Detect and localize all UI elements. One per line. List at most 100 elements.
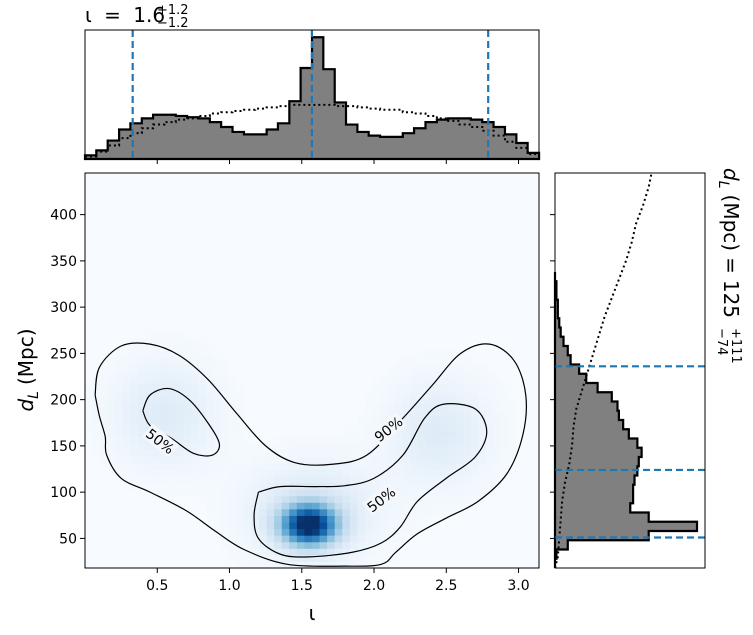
heatmap-cell	[236, 495, 245, 503]
heatmap-cell	[387, 377, 396, 385]
heatmap-cell	[448, 462, 457, 470]
heatmap-cell	[417, 502, 427, 510]
heatmap-cell	[357, 449, 366, 457]
heatmap-cell	[455, 396, 464, 405]
heatmap-cell	[183, 436, 192, 444]
heatmap-cell	[319, 436, 328, 444]
iota-marginal-panel: ι = 1.6 +1.2 −1.2	[83, 3, 541, 164]
heatmap-cell	[433, 495, 442, 503]
iota-title-symbol: ι	[85, 3, 92, 27]
heatmap-cell	[372, 377, 381, 385]
heatmap-cell	[417, 521, 427, 530]
heatmap-cell	[327, 521, 336, 530]
heatmap-cell	[107, 442, 116, 451]
heatmap-cell	[486, 456, 495, 464]
heatmap-cell	[259, 449, 268, 457]
heatmap-cell	[160, 363, 169, 372]
heatmap-cell	[175, 350, 184, 358]
heatmap-cell	[259, 489, 268, 497]
heatmap-cell	[213, 456, 222, 464]
heatmap-cell	[228, 449, 237, 457]
heatmap-cell	[213, 475, 222, 484]
heatmap-cell	[304, 475, 313, 484]
heatmap-cell	[327, 442, 336, 451]
heatmap-cell	[440, 410, 449, 418]
heatmap-cell	[122, 396, 131, 405]
heatmap-cell	[198, 337, 207, 345]
heatmap-cell	[221, 410, 230, 418]
heatmap-cell	[137, 350, 147, 358]
heatmap-cell	[395, 377, 404, 385]
heatmap-cell	[274, 535, 283, 543]
heatmap-cell	[107, 403, 116, 411]
heatmap-cell	[175, 423, 184, 431]
heatmap-cell	[493, 390, 502, 398]
heatmap-cell	[478, 436, 487, 444]
heatmap-cell	[357, 561, 366, 569]
heatmap-cell	[137, 429, 147, 437]
heatmap-cell	[228, 410, 237, 418]
heatmap-cell	[221, 449, 230, 457]
heatmap-cell	[137, 449, 147, 457]
heatmap-cell	[417, 363, 427, 372]
heatmap-cell	[122, 449, 131, 457]
heatmap-cell	[175, 416, 184, 424]
heatmap-cell	[213, 357, 222, 365]
heatmap-cell	[251, 449, 260, 457]
heatmap-cell	[259, 515, 268, 523]
heatmap-cell	[243, 429, 253, 437]
heatmap-cell	[486, 390, 495, 398]
heatmap-cell	[380, 462, 389, 470]
heatmap-cell	[213, 390, 222, 398]
heatmap-cell	[364, 489, 374, 497]
heatmap-cell	[130, 390, 139, 398]
heatmap-cell	[153, 489, 162, 497]
heatmap-cell	[410, 357, 419, 365]
heatmap-cell	[417, 495, 427, 503]
heatmap-cell	[259, 495, 268, 503]
distance-title-unit: (Mpc)	[719, 195, 743, 252]
heatmap-cell	[319, 456, 328, 464]
heatmap-cell	[115, 403, 124, 411]
heatmap-cell	[168, 462, 177, 470]
heatmap-cell	[168, 370, 177, 378]
heatmap-cell	[364, 416, 374, 424]
iota-marginal-frame	[84, 29, 540, 160]
heatmap-cell	[402, 363, 411, 372]
heatmap-cell	[433, 442, 442, 451]
heatmap-cell	[387, 528, 396, 536]
heatmap-cell	[213, 462, 222, 470]
heatmap-cell	[342, 475, 351, 484]
heatmap-cell	[387, 508, 396, 516]
distance-title-sub: L	[715, 181, 731, 189]
heatmap-cell	[312, 475, 321, 484]
heatmap-cell	[251, 475, 260, 484]
heatmap-cell	[319, 548, 328, 556]
x-tick-label-2: 1.5	[291, 578, 313, 594]
heatmap-cell	[190, 469, 200, 477]
heatmap-cell	[190, 436, 200, 444]
heatmap-cell	[395, 442, 404, 451]
heatmap-cell	[266, 561, 275, 569]
heatmap-cell	[319, 469, 328, 477]
heatmap-cell	[478, 456, 487, 464]
heatmap-cell	[100, 370, 109, 378]
heatmap-cell	[100, 416, 109, 424]
heatmap-cell	[228, 489, 237, 497]
heatmap-cell	[357, 489, 366, 497]
heatmap-cell	[175, 363, 184, 372]
heatmap-cell	[493, 377, 502, 385]
heatmap-cell	[410, 403, 419, 411]
heatmap-cell	[387, 442, 396, 451]
heatmap-cell	[251, 489, 260, 497]
heatmap-cell	[168, 383, 177, 391]
heatmap-cell	[198, 489, 207, 497]
heatmap-cell	[395, 370, 404, 378]
heatmap-cell	[175, 462, 184, 470]
heatmap-cell	[190, 377, 200, 385]
heatmap-cell	[296, 521, 306, 530]
heatmap-cell	[334, 541, 343, 549]
heatmap-cell	[130, 337, 139, 345]
heatmap-cell	[463, 495, 472, 503]
